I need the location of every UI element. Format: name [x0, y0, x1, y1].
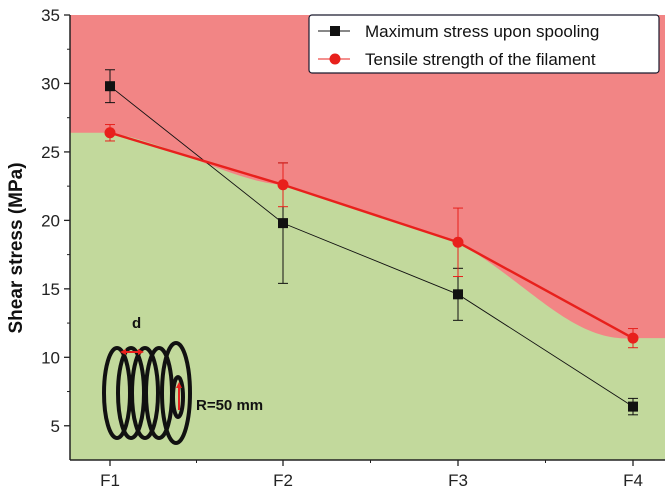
legend-item-stress: Maximum stress upon spooling: [318, 22, 599, 41]
spool-radius-arrowhead: [176, 382, 182, 388]
y-tick-label: 10: [41, 348, 60, 367]
spool-flange: [160, 341, 192, 445]
axes-layer: 5 10 15 20 25 30 35 F1 F2 F3 F4: [41, 6, 665, 490]
y-tick-label: 30: [41, 74, 60, 93]
spool-d-arrowhead: [120, 349, 126, 355]
data-point: [277, 179, 289, 191]
data-point: [452, 236, 464, 248]
safe-region: [70, 132, 665, 460]
legend-marker-circle: [329, 53, 341, 65]
y-tick-label: 35: [41, 6, 60, 25]
data-point: [627, 332, 639, 344]
spool-d-label: d: [132, 315, 141, 332]
data-point: [105, 81, 115, 92]
series-line: [109, 131, 634, 340]
y-tick-label: 5: [51, 417, 60, 436]
data-point: [104, 127, 116, 139]
spool-coil: [130, 346, 160, 440]
spool-d-arrowhead: [138, 349, 144, 355]
legend: Maximum stress upon spooling Tensile str…: [308, 14, 660, 74]
spool-hub: [171, 375, 185, 419]
data-point: [628, 401, 638, 412]
x-tick-label: F2: [273, 471, 293, 490]
spool-r-label: R=50 mm: [196, 397, 263, 414]
legend-label-stress: Maximum stress upon spooling: [365, 22, 599, 41]
y-tick-label: 20: [41, 211, 60, 230]
series-tensile-strength: [104, 124, 639, 349]
legend-label-strength: Tensile strength of the filament: [365, 50, 596, 69]
x-tick-label: F1: [100, 471, 120, 490]
series-layer: [104, 69, 639, 416]
data-point: [278, 218, 288, 229]
legend-marker-square: [330, 26, 340, 36]
data-point: [453, 289, 463, 300]
y-tick-label: 15: [41, 280, 60, 299]
x-tick-label: F3: [448, 471, 468, 490]
spool-illustration: [102, 341, 192, 445]
regions-layer: [70, 15, 665, 460]
series-line: [109, 85, 634, 407]
legend-box: [308, 14, 660, 74]
y-axis-label: Shear stress (MPa): [6, 162, 27, 333]
x-tick-label: F4: [623, 471, 643, 490]
legend-item-strength: Tensile strength of the filament: [318, 50, 596, 69]
y-tick-label: 25: [41, 143, 60, 162]
